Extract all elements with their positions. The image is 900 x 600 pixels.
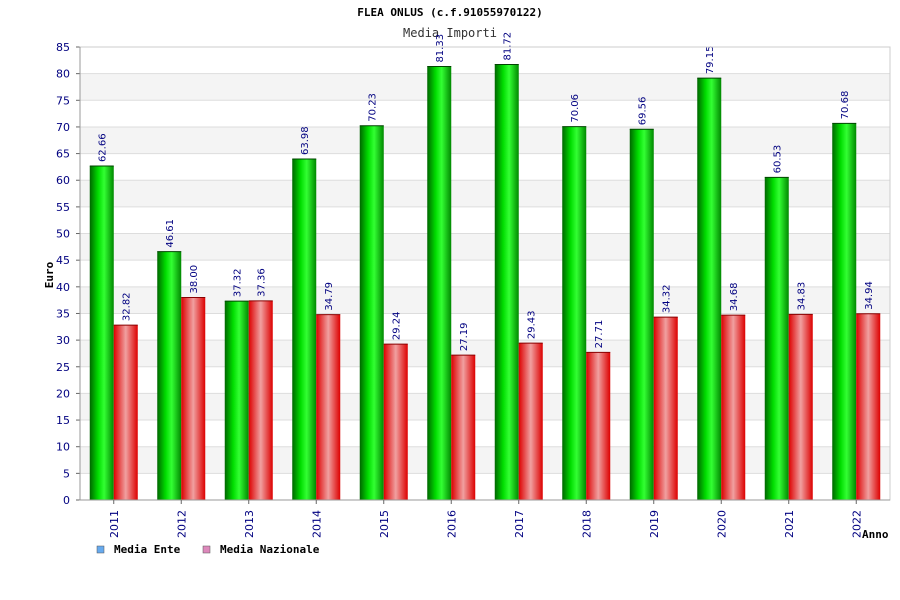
bar-media-nazionale xyxy=(653,317,678,500)
x-tick-label: 2021 xyxy=(783,510,796,538)
y-tick-label: 40 xyxy=(56,281,70,294)
bar-media-ente xyxy=(764,177,789,500)
y-tick-label: 65 xyxy=(56,148,70,161)
y-tick-label: 85 xyxy=(56,41,70,54)
bar-media-nazionale xyxy=(721,315,746,500)
legend-label-media-ente: Media Ente xyxy=(114,543,181,556)
y-tick-label: 50 xyxy=(56,228,70,241)
grid-band xyxy=(80,340,890,367)
data-label-media-ente: 37.32 xyxy=(233,268,244,297)
grid-band xyxy=(80,180,890,207)
bar-media-nazionale xyxy=(856,313,881,500)
x-tick-label: 2018 xyxy=(580,510,593,538)
axes: 0 5 10 15 20 25 30 35 40 45 50 55 60 65 70 75 80 85 2011 20… xyxy=(56,41,891,538)
y-tick-label: 75 xyxy=(56,94,70,107)
chart-title: FLEA ONLUS (c.f.91055970122) xyxy=(357,6,542,19)
bar-media-nazionale xyxy=(518,343,543,500)
data-label-media-ente: 79.15 xyxy=(705,46,716,75)
bar-media-ente xyxy=(494,64,519,500)
data-label-media-ente: 69.56 xyxy=(638,97,649,126)
data-label-media-nazionale: 34.94 xyxy=(864,281,875,310)
y-tick-label: 30 xyxy=(56,334,70,347)
y-tick-label: 5 xyxy=(63,467,70,480)
x-tick-label: 2022 xyxy=(850,510,863,538)
data-label-media-nazionale: 34.83 xyxy=(797,282,808,311)
x-tick-label: 2013 xyxy=(243,510,256,538)
data-label-media-nazionale: 32.82 xyxy=(122,292,133,321)
x-tick-label: 2019 xyxy=(648,510,661,538)
y-axis-label: Euro xyxy=(43,261,56,288)
bar-media-ente xyxy=(157,251,182,500)
bar-media-ente xyxy=(832,123,857,501)
bar-media-ente xyxy=(89,166,114,500)
y-tick-label: 10 xyxy=(56,441,70,454)
bar-media-nazionale xyxy=(788,314,813,500)
x-tick-label: 2015 xyxy=(378,510,391,538)
bar-media-ente xyxy=(562,126,587,501)
data-label-media-ente: 60.53 xyxy=(773,145,784,174)
x-tick-label: 2011 xyxy=(108,510,121,538)
y-tick-label: 35 xyxy=(56,307,70,320)
x-tick-label: 2012 xyxy=(175,510,188,538)
data-label-media-nazionale: 34.32 xyxy=(662,284,673,313)
bar-media-ente xyxy=(224,301,249,500)
grid-band xyxy=(80,446,890,474)
data-label-media-ente: 46.61 xyxy=(165,219,176,248)
bar-media-nazionale xyxy=(113,325,138,500)
y-tick-label: 60 xyxy=(56,174,70,187)
bar-media-ente xyxy=(629,129,654,500)
data-label-media-nazionale: 27.71 xyxy=(594,320,605,349)
data-label-media-nazionale: 34.68 xyxy=(729,283,740,312)
legend-swatch-media-nazionale xyxy=(202,545,211,554)
data-label-media-ente: 81.33 xyxy=(435,34,446,63)
data-label-media-nazionale: 34.79 xyxy=(324,282,335,311)
x-tick-label: 2014 xyxy=(310,510,323,538)
x-axis-label: Anno xyxy=(862,528,889,541)
data-label-media-ente: 63.98 xyxy=(300,126,311,155)
data-label-media-ente: 70.06 xyxy=(570,94,581,123)
bars: 62.66 32.82 46.61 38.00 37.32 37.36 63.98 34.79… xyxy=(89,32,881,501)
data-label-media-nazionale: 38.00 xyxy=(189,265,200,294)
bar-media-ente xyxy=(697,78,722,500)
y-tick-label: 15 xyxy=(56,414,70,427)
bar-media-nazionale xyxy=(248,300,273,500)
y-tick-label: 55 xyxy=(56,201,70,214)
data-label-media-nazionale: 27.19 xyxy=(459,322,470,351)
grid-band xyxy=(80,73,890,101)
bar-media-nazionale xyxy=(451,355,476,500)
bar-media-ente xyxy=(359,125,384,501)
data-label-media-ente: 81.72 xyxy=(503,32,514,61)
y-tick-label: 20 xyxy=(56,387,70,400)
bar-media-nazionale xyxy=(316,314,341,500)
bar-media-ente xyxy=(292,159,317,500)
x-tick-label: 2016 xyxy=(445,510,458,538)
bar-media-ente xyxy=(427,66,452,500)
chart-subtitle: Media Importi xyxy=(403,26,497,40)
data-label-media-nazionale: 37.36 xyxy=(257,268,268,297)
y-tick-label: 80 xyxy=(56,68,70,81)
bar-media-nazionale xyxy=(383,344,408,500)
bar-media-nazionale xyxy=(586,352,611,500)
data-label-media-ente: 70.68 xyxy=(840,91,851,120)
grid-band xyxy=(80,126,890,154)
x-tick-label: 2017 xyxy=(513,510,526,538)
y-tick-label: 70 xyxy=(56,121,70,134)
y-tick-label: 0 xyxy=(63,494,70,507)
grid xyxy=(80,46,890,501)
legend-label-media-nazionale: Media Nazionale xyxy=(220,543,320,556)
data-label-media-nazionale: 29.24 xyxy=(392,312,403,341)
y-tick-label: 45 xyxy=(56,254,70,267)
grid-band xyxy=(80,393,890,421)
data-label-media-ente: 62.66 xyxy=(98,133,109,162)
y-tick-label: 25 xyxy=(56,361,70,374)
legend-swatch-media-ente xyxy=(96,545,105,554)
x-tick-label: 2020 xyxy=(715,510,728,538)
data-label-media-nazionale: 29.43 xyxy=(527,311,538,340)
grid-band xyxy=(80,233,890,261)
bar-media-nazionale xyxy=(181,297,206,500)
legend: Media Ente Media Nazionale xyxy=(96,543,320,556)
grid-band xyxy=(80,286,890,314)
data-label-media-ente: 70.23 xyxy=(368,93,379,122)
